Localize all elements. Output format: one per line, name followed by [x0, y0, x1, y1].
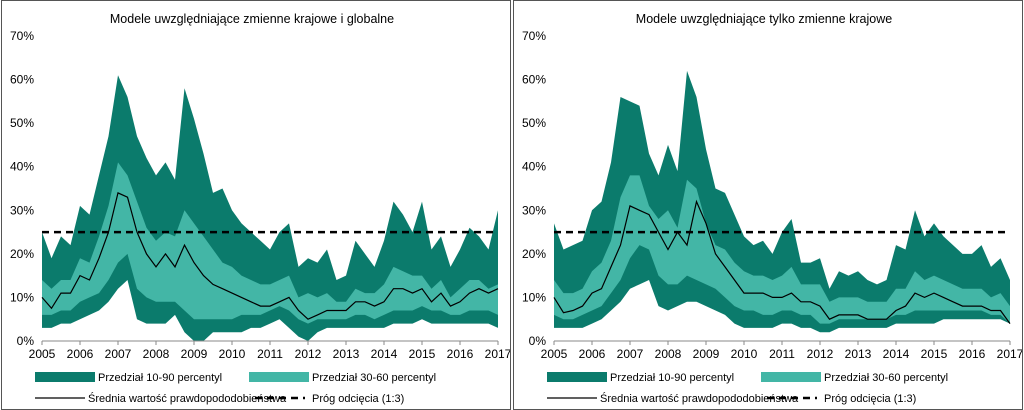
y-tick-label: 70%	[522, 29, 546, 43]
band-30-60	[42, 162, 498, 324]
x-tick-label: 2017	[997, 347, 1022, 361]
y-tick-label: 10%	[522, 290, 546, 304]
y-tick-label: 70%	[10, 29, 34, 43]
x-tick-label: 2016	[959, 347, 986, 361]
x-tick-label: 2007	[617, 347, 644, 361]
x-tick-label: 2017	[485, 347, 510, 361]
x-tick-label: 2014	[371, 347, 398, 361]
legend-label-mean: Średnia wartość prawdopododobieństwa	[600, 392, 799, 405]
y-tick-label: 60%	[522, 73, 546, 87]
chart-panel-left: Modele uwzględniające zmienne krajowe i …	[1, 0, 511, 410]
x-axis-right: 2005 2006 2007 2008 2009 2010 2011 2012 2013 2014…	[541, 341, 1022, 361]
x-tick-label: 2014	[883, 347, 910, 361]
legend-swatch-outer	[35, 372, 95, 382]
x-tick-label: 2010	[219, 347, 246, 361]
chart-left: Modele uwzględniające zmienne krajowe i …	[10, 12, 510, 405]
legend-right: Przedział 10-90 percentyl Przedział 30-6…	[547, 372, 948, 405]
x-tick-label: 2010	[731, 347, 758, 361]
x-tick-label: 2011	[769, 347, 795, 361]
x-tick-label: 2006	[579, 347, 606, 361]
x-tick-label: 2012	[807, 347, 834, 361]
legend-label-outer: Przedział 10-90 percentyl	[610, 372, 734, 384]
legend-label-threshold: Próg odcięcia (1:3)	[824, 393, 916, 405]
x-tick-label: 2013	[845, 347, 872, 361]
legend-label-threshold: Próg odcięcia (1:3)	[312, 393, 404, 405]
x-tick-label: 2015	[921, 347, 948, 361]
mean-line	[553, 199, 1011, 324]
x-tick-label: 2012	[295, 347, 322, 361]
y-axis-right: 0% 10% 20% 30% 40% 50% 60% 70%	[522, 29, 546, 348]
legend-swatch-outer	[547, 372, 607, 382]
legend-label-inner: Przedział 30-60 percentyl	[312, 372, 436, 384]
x-tick-label: 2011	[257, 347, 283, 361]
x-tick-label: 2005	[541, 347, 568, 361]
x-tick-label: 2006	[67, 347, 94, 361]
x-tick-label: 2015	[409, 347, 436, 361]
plot-area-right	[553, 70, 1011, 342]
x-tick-label: 2008	[143, 347, 170, 361]
y-tick-label: 20%	[522, 247, 546, 261]
y-tick-label: 40%	[522, 160, 546, 174]
band-30-60	[554, 175, 1010, 324]
x-axis-left: 2005 2006 2007 2008 2009 2010 2011 2012 2013 2014…	[29, 341, 510, 361]
chart-title-right: Modele uwzględniające tylko zmienne kraj…	[636, 12, 892, 26]
legend-swatch-inner	[761, 372, 821, 382]
y-tick-label: 30%	[10, 203, 34, 217]
y-tick-label: 10%	[10, 290, 34, 304]
legend-left: Przedział 10-90 percentyl Przedział 30-6…	[35, 372, 436, 405]
chart-panel-right: Modele uwzględniające tylko zmienne kraj…	[513, 0, 1023, 410]
y-tick-label: 30%	[522, 203, 546, 217]
legend-label-mean: Średnia wartość prawdopododobieństwa	[88, 392, 287, 405]
y-tick-label: 60%	[10, 73, 34, 87]
chart-right: Modele uwzględniające tylko zmienne kraj…	[522, 12, 1022, 405]
plot-area-left	[41, 75, 499, 342]
x-tick-label: 2013	[333, 347, 360, 361]
y-tick-label: 50%	[522, 116, 546, 130]
legend-label-inner: Przedział 30-60 percentyl	[824, 372, 948, 384]
x-tick-label: 2008	[655, 347, 682, 361]
legend-label-outer: Przedział 10-90 percentyl	[98, 372, 222, 384]
y-tick-label: 40%	[10, 160, 34, 174]
x-tick-label: 2007	[105, 347, 132, 361]
legend-swatch-inner	[249, 372, 309, 382]
x-tick-label: 2016	[447, 347, 474, 361]
y-tick-label: 0%	[17, 334, 35, 348]
x-tick-label: 2005	[29, 347, 56, 361]
x-tick-label: 2009	[181, 347, 208, 361]
x-tick-label: 2009	[693, 347, 720, 361]
y-tick-label: 0%	[529, 334, 547, 348]
y-tick-label: 50%	[10, 116, 34, 130]
mean-line	[41, 192, 499, 320]
y-tick-label: 20%	[10, 247, 34, 261]
chart-title-left: Modele uwzględniające zmienne krajowe i …	[110, 12, 394, 26]
y-axis-left: 0% 10% 20% 30% 40% 50% 60% 70%	[10, 29, 34, 348]
